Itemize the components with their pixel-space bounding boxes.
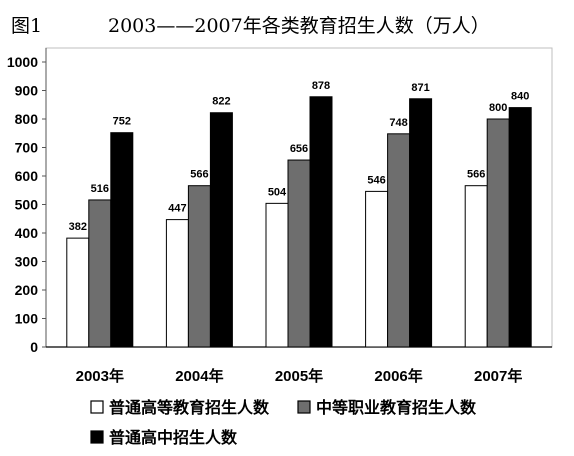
x-tick-group: 2003年 2004年 2005年 2006年 2007年 — [76, 367, 523, 385]
bar — [508, 107, 532, 348]
bar — [165, 219, 189, 348]
y-tick-label: 200 — [15, 282, 39, 298]
legend-swatch — [90, 400, 104, 414]
data-label: 871 — [411, 82, 429, 94]
data-label: 840 — [511, 91, 529, 103]
bar-group: 382 516 752 447 566 822 504 656 878 546 748 871 566 8… — [66, 80, 532, 348]
data-label: 504 — [268, 186, 287, 198]
data-label: 516 — [91, 183, 109, 195]
bar — [209, 112, 233, 348]
chart-title: 2003——2007年各类教育招生人数（万人） — [108, 15, 490, 37]
legend-item: 普通高等教育招生人数 — [90, 398, 270, 417]
legend-item: 普通高中招生人数 — [90, 428, 238, 447]
bar — [88, 199, 112, 348]
y-tick-label: 1000 — [7, 54, 38, 70]
data-label: 656 — [290, 143, 308, 155]
data-label: 382 — [69, 221, 87, 233]
bar — [409, 98, 433, 348]
y-tick-label: 300 — [15, 254, 39, 270]
legend-label: 普通高中招生人数 — [109, 428, 238, 447]
legend-label: 普通高等教育招生人数 — [109, 398, 270, 417]
data-label: 878 — [312, 80, 330, 92]
y-tick-label: 600 — [15, 168, 39, 184]
legend: 普通高等教育招生人数 中等职业教育招生人数 普通高中招生人数 — [90, 398, 477, 447]
data-label: 447 — [168, 203, 186, 215]
legend-swatch — [90, 430, 104, 444]
data-label: 800 — [489, 102, 507, 114]
data-label: 748 — [389, 117, 407, 129]
y-tick-label: 0 — [30, 339, 38, 355]
bar — [110, 132, 134, 348]
data-label: 822 — [212, 96, 230, 108]
y-tick-label: 700 — [15, 140, 39, 156]
x-tick-label: 2004年 — [175, 367, 223, 385]
y-tick-label: 500 — [15, 197, 39, 213]
y-tick-label: 800 — [15, 111, 39, 127]
figure-label: 图1 — [11, 15, 42, 37]
x-tick-label: 2006年 — [374, 367, 422, 385]
data-label: 752 — [113, 116, 131, 128]
bar — [187, 185, 211, 348]
data-label: 546 — [367, 174, 385, 186]
bar — [265, 202, 289, 348]
y-tick-label: 100 — [15, 311, 39, 327]
y-tick-label: 900 — [15, 83, 39, 99]
bar — [309, 96, 333, 348]
bar — [387, 133, 411, 348]
x-tick-label: 2005年 — [275, 367, 323, 385]
data-label: 566 — [467, 169, 485, 181]
bar — [66, 237, 90, 348]
x-tick-label: 2007年 — [474, 367, 522, 385]
bar — [287, 159, 311, 348]
bar — [365, 190, 389, 348]
bar — [464, 185, 488, 348]
legend-swatch — [297, 400, 311, 414]
legend-label: 中等职业教育招生人数 — [316, 398, 477, 417]
data-label: 566 — [190, 169, 208, 181]
x-tick-label: 2003年 — [76, 367, 124, 385]
bar — [486, 118, 510, 348]
y-tick-group: 0 100 200 300 400 500 600 700 800 900 1000 — [7, 54, 46, 355]
y-tick-label: 400 — [15, 225, 39, 241]
legend-item: 中等职业教育招生人数 — [297, 398, 477, 417]
